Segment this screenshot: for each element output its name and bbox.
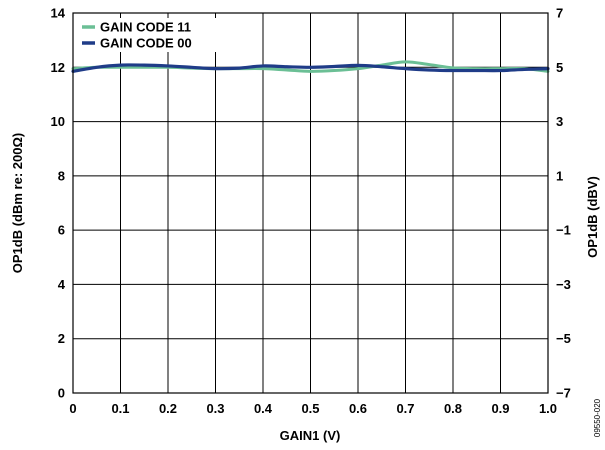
y-tick-label: 10 bbox=[51, 114, 65, 129]
y-tick-labels: 0 2 4 6 8 10 12 14 bbox=[51, 6, 66, 401]
y2-tick-label: 7 bbox=[556, 6, 563, 21]
series-line-gain-code-00 bbox=[71, 63, 550, 73]
x-tick-label: 1.0 bbox=[539, 401, 557, 416]
figure-id: 09550-020 bbox=[593, 398, 602, 437]
y2-axis-label: OP1dB (dBV) bbox=[585, 176, 600, 258]
y2-tick-label: −7 bbox=[556, 386, 571, 401]
legend-label-gain-code-11: GAIN CODE 11 bbox=[100, 20, 191, 35]
x-tick-label: 0.7 bbox=[396, 401, 414, 416]
x-tick-label: 0 bbox=[69, 401, 76, 416]
x-tick-label: 0.1 bbox=[111, 401, 129, 416]
x-tick-label: 0.8 bbox=[444, 401, 462, 416]
y2-tick-label: −1 bbox=[556, 223, 571, 238]
y-tick-label: 12 bbox=[51, 60, 65, 75]
series-line-gain-code-11 bbox=[71, 60, 550, 73]
x-tick-label: 0.9 bbox=[491, 401, 509, 416]
y-tick-label: 14 bbox=[51, 6, 66, 21]
x-tick-label: 0.3 bbox=[206, 401, 224, 416]
y-axis-label: OP1dB (dBm re: 200Ω) bbox=[10, 133, 25, 273]
x-tick-label: 0.6 bbox=[349, 401, 367, 416]
x-tick-label: 0.5 bbox=[301, 401, 319, 416]
y2-tick-labels: −7 −5 −3 −1 1 3 5 7 bbox=[556, 6, 571, 401]
x-tick-label: 0.4 bbox=[254, 401, 273, 416]
y-tick-label: 2 bbox=[58, 331, 65, 346]
y-tick-label: 4 bbox=[58, 277, 66, 292]
plot-frame bbox=[72, 12, 549, 394]
y2-tick-label: 5 bbox=[556, 60, 563, 75]
y2-tick-label: −5 bbox=[556, 331, 571, 346]
x-tick-labels: 0 0.1 0.2 0.3 0.4 0.5 0.6 0.7 0.8 0.9 1.0 bbox=[69, 401, 557, 416]
y-tick-label: 0 bbox=[58, 386, 65, 401]
y2-tick-label: −3 bbox=[556, 277, 571, 292]
legend-label-gain-code-00: GAIN CODE 00 bbox=[100, 36, 192, 51]
x-tick-label: 0.2 bbox=[159, 401, 177, 416]
legend: GAIN CODE 11 GAIN CODE 00 bbox=[79, 18, 221, 52]
y-tick-label: 6 bbox=[58, 223, 65, 238]
y-tick-label: 8 bbox=[58, 168, 65, 183]
legend-box bbox=[79, 18, 221, 52]
y2-tick-label: 3 bbox=[556, 114, 563, 129]
x-axis-label: GAIN1 (V) bbox=[280, 428, 341, 443]
y2-tick-label: 1 bbox=[556, 168, 563, 183]
series-layer bbox=[71, 60, 550, 73]
